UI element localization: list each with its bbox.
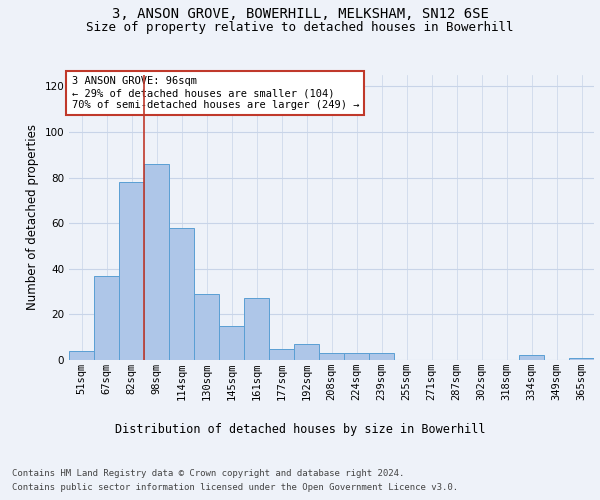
Bar xyxy=(144,164,169,360)
Bar xyxy=(269,348,294,360)
Text: Distribution of detached houses by size in Bowerhill: Distribution of detached houses by size … xyxy=(115,422,485,436)
Text: 3, ANSON GROVE, BOWERHILL, MELKSHAM, SN12 6SE: 3, ANSON GROVE, BOWERHILL, MELKSHAM, SN1… xyxy=(112,8,488,22)
Bar xyxy=(94,276,119,360)
Bar xyxy=(69,351,94,360)
Text: Contains HM Land Registry data © Crown copyright and database right 2024.: Contains HM Land Registry data © Crown c… xyxy=(12,469,404,478)
Bar xyxy=(519,356,544,360)
Bar xyxy=(194,294,219,360)
Bar xyxy=(569,358,594,360)
Bar xyxy=(369,353,394,360)
Text: Size of property relative to detached houses in Bowerhill: Size of property relative to detached ho… xyxy=(86,21,514,34)
Y-axis label: Number of detached properties: Number of detached properties xyxy=(26,124,39,310)
Bar xyxy=(294,344,319,360)
Bar xyxy=(244,298,269,360)
Text: Contains public sector information licensed under the Open Government Licence v3: Contains public sector information licen… xyxy=(12,482,458,492)
Bar xyxy=(319,353,344,360)
Bar xyxy=(119,182,144,360)
Bar xyxy=(169,228,194,360)
Bar xyxy=(344,353,369,360)
Bar xyxy=(219,326,244,360)
Text: 3 ANSON GROVE: 96sqm
← 29% of detached houses are smaller (104)
70% of semi-deta: 3 ANSON GROVE: 96sqm ← 29% of detached h… xyxy=(71,76,359,110)
